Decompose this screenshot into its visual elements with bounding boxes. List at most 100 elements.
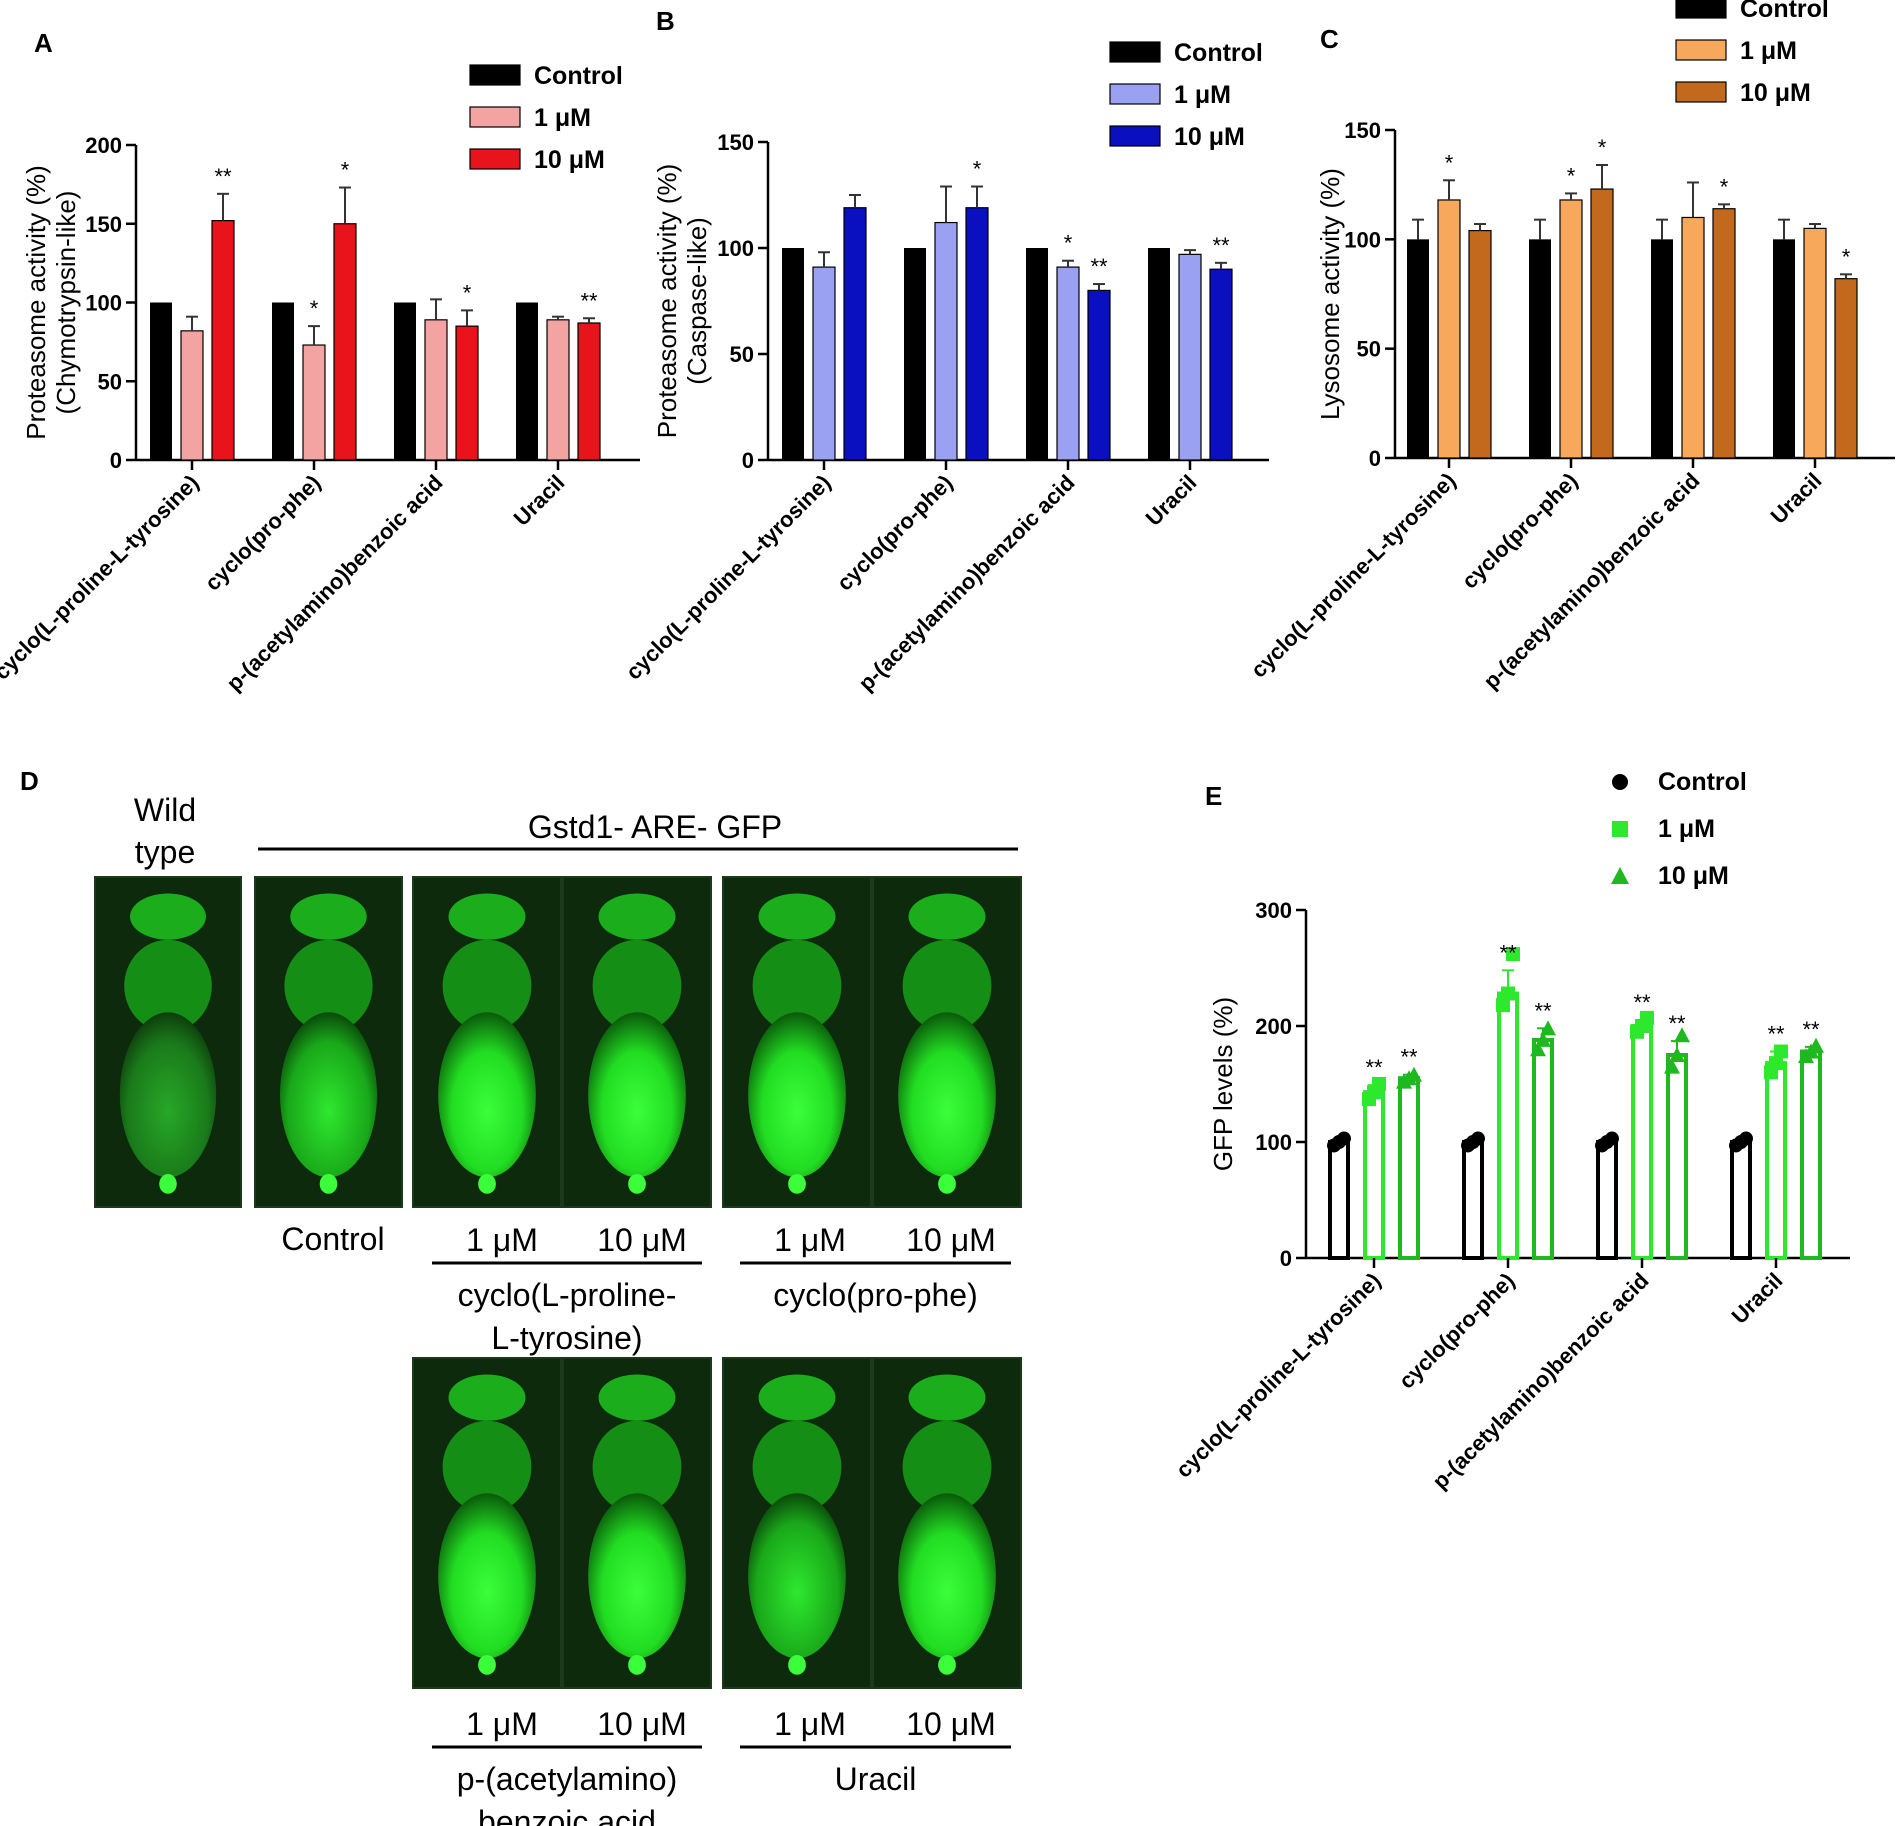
data-point <box>1372 1077 1386 1091</box>
fly-tip <box>478 1174 496 1194</box>
y-axis-title: Proteasome activity (%)(Chymotrypsin-lik… <box>21 165 81 440</box>
y-axis-title-line: Lysosome activity (%) <box>1315 168 1345 420</box>
significance-label: ** <box>1668 1011 1686 1036</box>
y-tick-label: 0 <box>1280 1246 1292 1271</box>
fly-thorax <box>124 939 212 1033</box>
x-category-label: cyclo(pro-phe) <box>1394 1268 1520 1394</box>
bar-c-0-1 <box>1437 199 1461 459</box>
data-point <box>1530 1041 1546 1057</box>
group-caption-pab-line: p-(acetylamino) <box>457 1761 678 1797</box>
legend-marker <box>1611 867 1629 884</box>
group-caption-uracil-line: Uracil <box>835 1761 917 1797</box>
fly-thorax <box>284 939 373 1033</box>
significance-label: ** <box>1767 1022 1785 1047</box>
legend-swatch <box>1675 39 1727 61</box>
legend-label: 10 μM <box>1658 862 1729 890</box>
y-tick-label: 50 <box>1357 337 1381 362</box>
data-point <box>1506 947 1520 962</box>
legend-label: Control <box>1658 768 1747 796</box>
dose-label: 10 μM <box>597 1706 687 1742</box>
y-tick-label: 0 <box>742 448 754 473</box>
significance-label: * <box>341 158 350 183</box>
x-category-label: p-(acetylamino)benzoic acid <box>854 470 1080 696</box>
fly-thorax <box>442 1420 532 1514</box>
bar-c-1-1 <box>1559 199 1583 459</box>
x-category-label: cyclo(L-proline-L-tyrosine) <box>1246 468 1461 683</box>
data-point <box>1406 1066 1422 1082</box>
data-point <box>1808 1037 1824 1053</box>
bar-c-1-0 <box>1529 239 1551 458</box>
bar-e-0-2 <box>1398 1076 1420 1260</box>
bar-a-1-0 <box>272 302 294 460</box>
group-caption-cpt-line: cyclo(L-proline- <box>458 1277 677 1313</box>
legend-label: 1 μM <box>534 104 591 132</box>
fly-uracil-1um <box>722 1357 872 1689</box>
fly-thorax <box>752 1420 842 1514</box>
significance-label: ** <box>1090 254 1108 279</box>
fly-abdomen <box>748 1493 846 1659</box>
fly-abdomen <box>438 1012 536 1178</box>
panel-letter: B <box>656 6 675 36</box>
fly-abdomen <box>588 1012 686 1178</box>
x-category-label: Uracil <box>1141 470 1202 531</box>
bar-a-3-2 <box>577 322 601 461</box>
significance-label: ** <box>214 164 232 189</box>
y-tick-label: 50 <box>730 342 754 367</box>
bar-e-2-2 <box>1666 1053 1688 1260</box>
y-axis-title-line: (Caspase-like) <box>682 217 712 385</box>
significance-label: ** <box>1802 1017 1820 1042</box>
significance-label: * <box>973 157 982 182</box>
chart-panel-e: E 0 100 200 300 GFP levels (%) ** ** cyclo(L-pro… <box>1171 768 1850 1494</box>
legend-swatch <box>469 106 521 128</box>
significance-label: * <box>310 296 319 321</box>
group-caption-cpp: cyclo(pro-phe) <box>773 1277 978 1313</box>
dose-label: 10 μM <box>906 1222 996 1258</box>
significance-label: ** <box>1212 233 1230 258</box>
bar-b-1-2 <box>965 207 989 461</box>
fly-tip <box>938 1174 956 1194</box>
bar-e-1-0 <box>1462 1140 1484 1260</box>
bar-b-0-0 <box>782 248 804 460</box>
bar-a-0-0 <box>150 302 172 460</box>
significance-label: ** <box>1365 1055 1383 1080</box>
fly-thorax <box>902 1420 992 1514</box>
panel-d-fly-images: D Wild type Gstd1- ARE- GFP Control 1 μM 10 μM… <box>20 766 1022 1826</box>
legend-label: Control <box>1740 0 1829 23</box>
significance-label: ** <box>580 288 598 313</box>
fly-tip <box>788 1174 806 1194</box>
group-caption-cpt: cyclo(L-proline- L-tyrosine) <box>458 1277 677 1356</box>
data-point <box>1496 998 1510 1013</box>
bar-e-3-1 <box>1765 1061 1787 1260</box>
legend-swatch <box>469 64 521 86</box>
fly-control <box>254 876 403 1208</box>
bar-c-1-2 <box>1590 188 1614 459</box>
fly-tip <box>478 1655 496 1675</box>
y-tick-label: 0 <box>110 448 122 473</box>
fly-cpt-1um <box>412 876 562 1208</box>
panel-letter: C <box>1320 24 1339 54</box>
fly-abdomen <box>279 1012 378 1178</box>
dose-label: 10 μM <box>597 1222 687 1258</box>
bar-c-3-0 <box>1773 239 1795 458</box>
y-tick-label: 200 <box>1255 1014 1292 1039</box>
fly-tip <box>938 1655 956 1675</box>
legend-swatch <box>1675 81 1727 103</box>
y-axis-title: Proteasome activity (%)(Caspase-like) <box>652 164 712 439</box>
fly-head <box>598 1374 676 1421</box>
group-caption-pab: p-(acetylamino) benzoic acid <box>457 1761 678 1826</box>
y-tick-label: 150 <box>717 130 754 155</box>
significance-label: ** <box>1633 990 1651 1015</box>
y-axis-title-line: GFP levels (%) <box>1208 997 1238 1171</box>
y-tick-label: 100 <box>1255 1130 1292 1155</box>
bar-b-0-1 <box>812 266 836 461</box>
bar-c-2-2 <box>1712 208 1736 459</box>
bar-e-3-0 <box>1730 1140 1752 1260</box>
bar-c-3-1 <box>1803 227 1827 459</box>
data-point <box>1535 1031 1551 1047</box>
dose-label: 10 μM <box>906 1706 996 1742</box>
group-caption-cpt-line: L-tyrosine) <box>491 1320 642 1356</box>
fly-abdomen <box>898 1493 996 1659</box>
dose-label: 1 μM <box>466 1706 538 1742</box>
y-tick-label: 0 <box>1369 446 1381 471</box>
